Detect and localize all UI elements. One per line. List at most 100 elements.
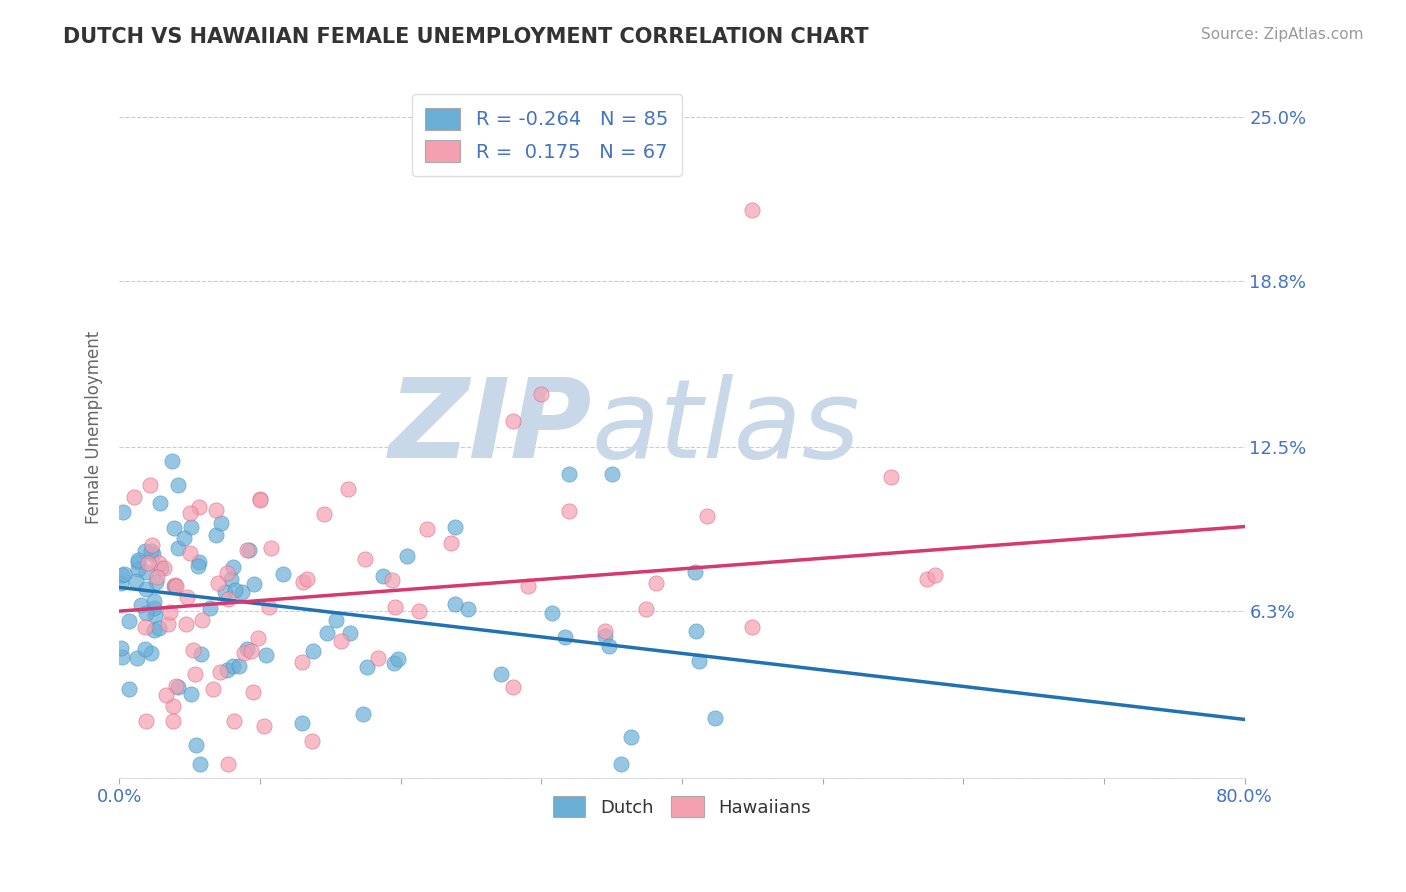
Point [184,666,207,681]
Point [112,505,135,519]
Point [181,643,204,657]
Point [387,652,409,666]
Point [915,572,938,586]
Point [166,477,188,491]
Point [224,583,246,598]
Point [325,614,347,628]
Point [127,553,149,567]
Point [382,657,405,671]
Point [118,681,141,696]
Point [136,556,159,570]
Point [141,543,163,558]
Point [187,558,209,573]
Point [127,562,149,576]
Point [162,714,184,728]
Point [110,567,132,582]
Point [502,414,524,428]
Point [188,757,211,772]
Point [217,757,239,772]
Point [232,646,254,660]
Point [236,543,259,558]
Point [139,646,162,660]
Point [444,519,467,533]
Point [257,600,280,615]
Point [214,584,236,599]
Point [295,572,318,586]
Point [157,617,180,632]
Point [541,606,564,620]
Point [110,576,132,591]
Point [179,507,201,521]
Point [219,572,242,586]
Point [159,605,181,619]
Point [180,520,202,534]
Point [149,496,172,510]
Point [142,594,165,608]
Point [205,502,228,516]
Point [312,507,335,521]
Point [165,577,187,591]
Point [316,626,339,640]
Point [489,667,512,681]
Point [152,561,174,575]
Point [184,738,207,752]
Legend: Dutch, Hawaiians: Dutch, Hawaiians [546,789,818,824]
Text: Source: ZipAtlas.com: Source: ZipAtlas.com [1201,27,1364,42]
Point [683,565,706,579]
Point [371,569,394,583]
Point [138,477,160,491]
Point [180,687,202,701]
Point [741,620,763,634]
Point [554,630,576,644]
Y-axis label: Female Unemployment: Female Unemployment [86,331,103,524]
Point [593,624,616,638]
Point [134,543,156,558]
Point [142,601,165,615]
Point [179,546,201,560]
Point [600,467,623,481]
Point [593,629,616,643]
Point [135,606,157,620]
Point [291,715,314,730]
Point [356,660,378,674]
Point [558,467,581,481]
Point [330,633,353,648]
Point [127,555,149,569]
Point [243,577,266,591]
Point [249,491,271,506]
Point [880,470,903,484]
Point [215,566,238,581]
Point [741,202,763,217]
Point [209,516,232,530]
Point [112,566,135,581]
Point [502,680,524,694]
Point [176,591,198,605]
Point [222,560,245,574]
Point [367,651,389,665]
Point [271,566,294,581]
Point [222,714,245,728]
Point [142,623,165,637]
Point [162,454,184,468]
Point [644,576,666,591]
Text: ZIP: ZIP [388,374,592,481]
Point [141,538,163,552]
Point [167,680,190,694]
Point [201,681,224,696]
Point [291,655,314,669]
Point [634,602,657,616]
Point [354,551,377,566]
Point [228,659,250,673]
Point [924,568,946,582]
Point [125,574,148,588]
Point [209,665,232,679]
Point [416,523,439,537]
Point [384,600,406,615]
Point [163,521,186,535]
Text: DUTCH VS HAWAIIAN FEMALE UNEMPLOYMENT CORRELATION CHART: DUTCH VS HAWAIIAN FEMALE UNEMPLOYMENT CO… [63,27,869,46]
Point [165,679,187,693]
Point [110,640,132,655]
Point [242,684,264,698]
Point [173,531,195,545]
Point [598,639,620,653]
